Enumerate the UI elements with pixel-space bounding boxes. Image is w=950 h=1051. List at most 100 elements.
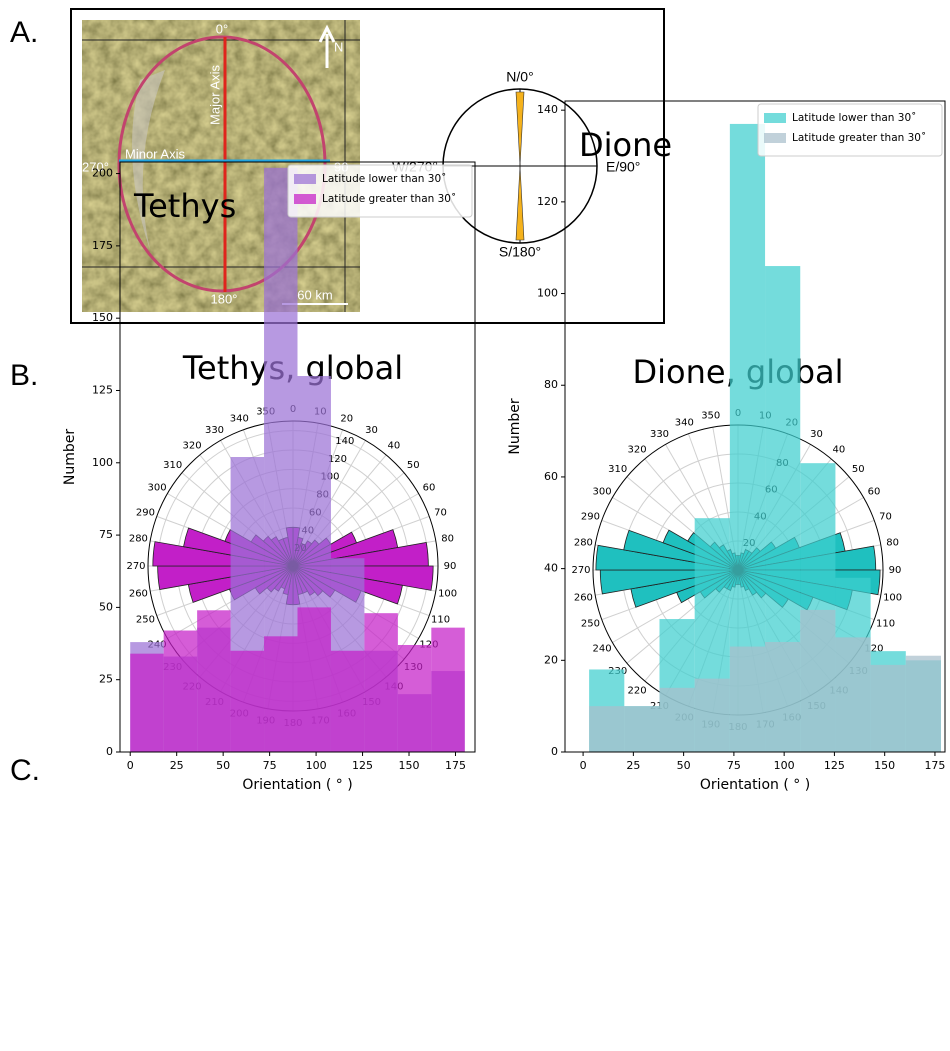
theta-tick-label: 340 [230, 413, 249, 424]
theta-tick-label: 260 [129, 588, 148, 599]
hist-bar [624, 706, 659, 752]
compass: N/0° W/270° E/90° S/180° [392, 69, 640, 260]
legend-swatch [764, 113, 786, 123]
y-tick-label: 0 [106, 745, 113, 758]
y-tick-label: 140 [537, 103, 558, 116]
hist-bar [231, 651, 264, 752]
theta-tick-label: 310 [608, 464, 627, 475]
hist-bar [871, 665, 906, 752]
y-tick-label: 200 [92, 167, 113, 180]
y-tick-label: 50 [99, 600, 113, 613]
theta-tick-label: 30 [810, 429, 823, 440]
panel-label: A. [10, 16, 38, 49]
y-tick-label: 80 [544, 378, 558, 391]
theta-tick-label: 50 [407, 460, 420, 471]
x-tick-label: 175 [445, 759, 466, 772]
annotation: Dione [579, 126, 672, 164]
y-tick-label: 75 [99, 528, 113, 541]
hist-bar [398, 645, 431, 752]
annotation: Tethys [133, 187, 236, 225]
legend-label: Latitude greater than 30˚ [322, 193, 456, 205]
x-tick-label: 75 [263, 759, 277, 772]
theta-tick-label: 40 [388, 441, 401, 452]
theta-tick-label: 270 [571, 565, 590, 576]
theta-tick-label: 320 [628, 445, 647, 456]
hist-bar [589, 706, 624, 752]
hist-bar [298, 607, 331, 752]
x-tick-label: 150 [399, 759, 420, 772]
x-tick-label: 0 [580, 759, 587, 772]
theta-tick-label: 20 [340, 413, 353, 424]
x-tick-label: 75 [727, 759, 741, 772]
y-tick-label: 25 [99, 673, 113, 686]
theta-tick-label: 80 [886, 538, 899, 549]
hist-bar [331, 651, 364, 752]
theta-tick-label: 330 [650, 429, 669, 440]
theta-tick-label: 250 [581, 619, 600, 630]
theta-tick-label: 50 [852, 464, 865, 475]
crater-label: Minor Axis [125, 146, 185, 161]
r-tick-label: 140 [335, 436, 354, 447]
x-tick-label: 50 [216, 759, 230, 772]
legend-label: Latitude greater than 30˚ [792, 132, 926, 144]
x-tick-label: 125 [824, 759, 845, 772]
legend-swatch [294, 194, 316, 204]
figure: A. B. C. 0° Major Axis Minor Axis 270° 9… [0, 0, 950, 1051]
theta-tick-label: 70 [434, 507, 447, 518]
hist-bar [130, 654, 163, 752]
y-tick-label: 0 [551, 745, 558, 758]
compass-label: N/0° [506, 69, 533, 85]
theta-tick-label: 60 [868, 487, 881, 498]
crater-label: Major Axis [207, 65, 222, 125]
panel-label: B. [10, 359, 38, 392]
theta-tick-label: 280 [129, 534, 148, 545]
theta-tick-label: 40 [833, 445, 846, 456]
theta-tick-label: 300 [147, 483, 166, 494]
legend-label: Latitude lower than 30˚ [322, 173, 446, 185]
hist-bar [164, 631, 197, 752]
hist-bar [364, 613, 397, 752]
theta-tick-label: 330 [205, 425, 224, 436]
y-axis-label: Number [62, 429, 78, 485]
y-axis-label: Number [507, 398, 523, 454]
theta-tick-label: 110 [876, 619, 895, 630]
legend-swatch [294, 174, 316, 184]
hist-bar [659, 688, 694, 752]
theta-tick-label: 280 [574, 538, 593, 549]
y-tick-label: 125 [92, 383, 113, 396]
theta-tick-label: 340 [675, 417, 694, 428]
x-axis-label: Orientation ( ° ) [242, 777, 352, 793]
legend-label: Latitude lower than 30˚ [792, 112, 916, 124]
theta-tick-label: 70 [879, 511, 892, 522]
hist-bar [765, 642, 800, 752]
x-tick-label: 125 [352, 759, 373, 772]
x-tick-label: 100 [774, 759, 795, 772]
y-tick-label: 20 [544, 653, 558, 666]
theta-tick-label: 300 [592, 487, 611, 498]
x-tick-label: 50 [677, 759, 691, 772]
scale-label: 60 km [297, 287, 332, 302]
theta-tick-label: 220 [628, 685, 647, 696]
y-tick-label: 120 [537, 195, 558, 208]
y-tick-label: 60 [544, 470, 558, 483]
theta-tick-label: 270 [126, 561, 145, 572]
theta-tick-label: 320 [183, 441, 202, 452]
theta-tick-label: 30 [365, 425, 378, 436]
x-tick-label: 100 [306, 759, 327, 772]
x-axis-label: Orientation ( ° ) [700, 777, 810, 793]
theta-tick-label: 240 [592, 644, 611, 655]
theta-tick-label: 350 [701, 410, 720, 421]
theta-tick-label: 100 [438, 588, 457, 599]
theta-tick-label: 90 [444, 561, 457, 572]
hist-bar [800, 610, 835, 752]
y-tick-label: 100 [92, 456, 113, 469]
hist-bar [264, 636, 297, 752]
hist-bar [197, 610, 230, 752]
x-tick-label: 25 [626, 759, 640, 772]
legend-swatch [764, 133, 786, 143]
theta-tick-label: 260 [574, 592, 593, 603]
panel-label: C. [10, 754, 40, 787]
hist-bar [730, 647, 765, 752]
theta-tick-label: 310 [163, 460, 182, 471]
hist-bar [906, 656, 941, 752]
